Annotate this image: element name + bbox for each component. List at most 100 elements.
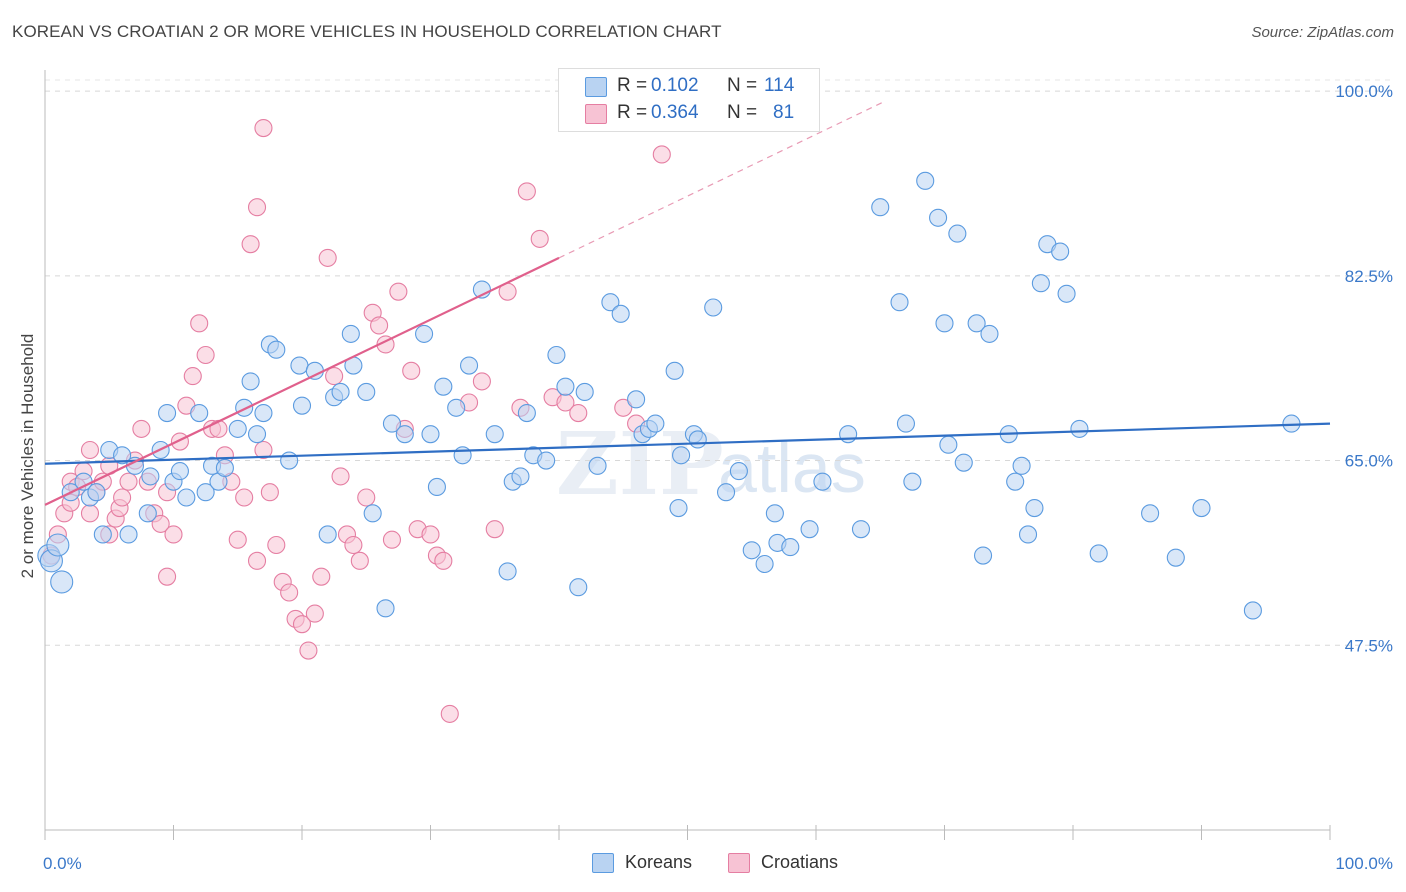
croatian-point-52 <box>331 467 350 486</box>
korean-point-10 <box>113 446 132 465</box>
axes <box>44 70 1331 840</box>
croatian-point-68 <box>440 704 459 723</box>
croatian-point-38 <box>247 551 267 570</box>
korean-point-92 <box>903 472 922 491</box>
korean-point-86 <box>813 472 832 491</box>
korean-point-106 <box>1025 499 1044 518</box>
korean-point-87 <box>839 425 858 444</box>
y-tick-label-0: 47.5% <box>1345 636 1393 655</box>
korean-point-94 <box>929 208 948 227</box>
korean-point-28 <box>247 425 267 444</box>
croatian-point-31 <box>209 419 228 438</box>
croatians-n-label: N = <box>727 102 758 123</box>
croatian-point-40 <box>254 440 273 460</box>
croatians-r-value: 0.364 <box>651 102 699 123</box>
korean-point-29 <box>254 404 273 423</box>
korean-point-24 <box>215 458 234 477</box>
croatian-point-35 <box>235 488 254 507</box>
croatian-point-79 <box>614 398 633 417</box>
koreans-r-label: R = <box>617 75 648 96</box>
korean-point-26 <box>235 398 254 417</box>
korean-point-74 <box>672 446 691 465</box>
korean-point-57 <box>511 467 530 486</box>
korean-point-44 <box>382 414 402 433</box>
croatian-point-81 <box>652 145 671 164</box>
chart-source: Source: ZipAtlas.com <box>1251 24 1394 41</box>
korean-point-99 <box>967 314 986 333</box>
korean-point-67 <box>611 304 630 323</box>
legend-croatians-label: Croatians <box>761 852 839 872</box>
korean-point-96 <box>939 435 958 454</box>
koreans-trend-line <box>44 422 1331 465</box>
korean-point-16 <box>158 404 177 423</box>
croatian-point-37 <box>247 198 267 217</box>
legend-koreans-swatch <box>592 853 614 873</box>
croatian-point-58 <box>370 316 389 335</box>
korean-point-68 <box>627 390 646 409</box>
korean-point-13 <box>138 504 157 523</box>
croatian-point-65 <box>421 525 440 544</box>
croatian-point-61 <box>389 282 408 301</box>
croatian-point-41 <box>260 483 279 502</box>
korean-point-48 <box>427 477 446 496</box>
korean-point-93 <box>916 171 935 190</box>
koreans-swatch <box>585 77 607 97</box>
korean-point-115 <box>1192 499 1211 518</box>
korean-point-47 <box>421 425 440 444</box>
croatian-point-71 <box>485 520 504 539</box>
korean-point-73 <box>669 499 688 518</box>
croatian-point-56 <box>357 488 376 507</box>
korean-point-84 <box>781 538 800 557</box>
korean-point-95 <box>935 314 954 333</box>
korean-point-31 <box>267 340 286 359</box>
korean-point-39 <box>341 324 360 343</box>
croatian-point-23 <box>158 567 177 586</box>
legend-koreans-label: Koreans <box>625 852 693 872</box>
korean-point-62 <box>556 377 575 396</box>
korean-point-113 <box>1141 504 1160 523</box>
croatian-point-67 <box>434 551 453 570</box>
korean-point-90 <box>890 293 909 312</box>
croatian-point-47 <box>299 641 318 660</box>
croatian-point-24 <box>164 525 183 544</box>
croatian-point-42 <box>267 535 286 555</box>
korean-point-71 <box>646 414 665 433</box>
trend-lines <box>44 101 1331 506</box>
koreans-n-label: N = <box>727 75 758 96</box>
korean-point-104 <box>1012 456 1031 475</box>
croatian-point-74 <box>517 182 536 201</box>
korean-point-82 <box>765 504 784 523</box>
croatian-point-15 <box>113 488 132 507</box>
korean-point-46 <box>415 324 434 343</box>
korean-point-45 <box>395 425 414 444</box>
korean-point-88 <box>851 520 871 539</box>
korean-point-21 <box>196 483 215 502</box>
croatian-point-48 <box>305 604 324 623</box>
croatian-point-78 <box>569 404 588 423</box>
korean-point-58 <box>517 404 536 423</box>
croatian-point-16 <box>119 472 138 491</box>
korean-point-85 <box>800 520 819 539</box>
korean-point-42 <box>363 504 382 523</box>
korean-point-52 <box>459 356 479 375</box>
korean-point-72 <box>665 361 684 380</box>
korean-point-111 <box>1070 419 1089 438</box>
korean-point-19 <box>177 488 196 507</box>
croatian-point-28 <box>190 314 209 333</box>
korean-point-50 <box>447 398 466 417</box>
croatian-point-46 <box>292 615 312 634</box>
koreans-r-value: 0.102 <box>651 75 699 96</box>
croatian-point-54 <box>344 535 363 555</box>
croatian-point-18 <box>132 419 151 438</box>
croatian-point-25 <box>170 432 189 451</box>
croatian-point-7 <box>80 440 100 460</box>
croatian-point-51 <box>325 367 344 386</box>
croatian-point-21 <box>151 514 170 533</box>
croatians-swatch <box>585 104 607 124</box>
korean-point-89 <box>871 198 890 217</box>
y-tick-label-1: 65.0% <box>1345 452 1393 471</box>
korean-point-98 <box>954 453 973 472</box>
koreans-n-value: 114 <box>764 75 795 96</box>
korean-point-76 <box>688 430 707 449</box>
korean-point-60 <box>537 451 556 470</box>
